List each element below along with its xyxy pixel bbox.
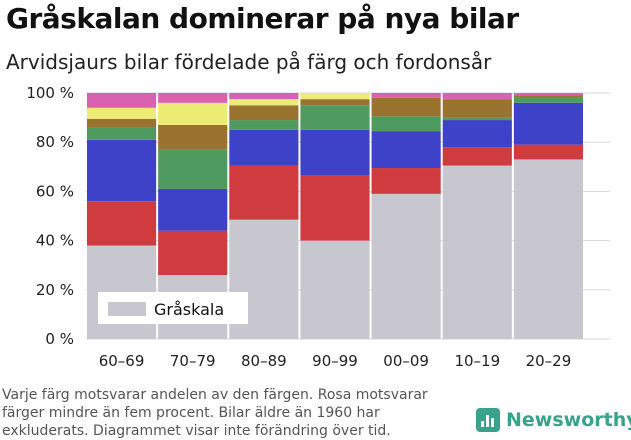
- y-tick-label: 0 %: [45, 330, 74, 348]
- legend-label: Gråskala: [154, 300, 224, 319]
- bar-segment: [513, 95, 583, 98]
- y-tick-label: 100 %: [26, 84, 74, 102]
- x-tick-label: 60–69: [99, 352, 145, 370]
- brand-logo: Newsworthy: [476, 408, 631, 432]
- y-tick-label: 20 %: [36, 281, 74, 299]
- y-tick-label: 60 %: [36, 182, 74, 200]
- bar-segment: [87, 127, 157, 140]
- bar-segment: [158, 188, 228, 231]
- y-tick-label: 80 %: [36, 133, 74, 151]
- bar-segment: [442, 93, 512, 100]
- bar-segment: [442, 165, 512, 339]
- bar-segment: [442, 120, 512, 148]
- y-tick-label: 40 %: [36, 232, 74, 250]
- bar-segment: [513, 144, 583, 160]
- bar-segment: [371, 131, 441, 169]
- bar-segment: [87, 107, 157, 119]
- bar-segment: [158, 93, 228, 103]
- y-axis-ticks: 0 % 20 % 40 % 60 % 80 % 100 %: [26, 84, 74, 348]
- x-tick-label: 10–19: [454, 352, 500, 370]
- footnote-line: färger mindre än fem procent. Bilar äldr…: [2, 405, 380, 421]
- bar-segment: [371, 116, 441, 132]
- bar-segment: [371, 168, 441, 194]
- footnote-line: Varje färg motsvarar andelen av den färg…: [2, 387, 428, 403]
- bar-segment: [87, 118, 157, 128]
- bar-segment: [158, 102, 228, 125]
- bar-segment: [442, 99, 512, 118]
- bar-segment: [300, 93, 370, 100]
- bar-segment: [229, 105, 299, 121]
- x-axis-ticks: 60–69 70–79 80–89 90–99 00–09 10–19 20–29: [99, 352, 572, 370]
- bar-segment: [371, 97, 441, 117]
- bar-segment: [513, 97, 583, 103]
- bar-segment: [371, 193, 441, 339]
- bar-segment: [513, 159, 583, 339]
- bar-segment: [513, 102, 583, 145]
- footnote-line: exkluderats. Diagrammet visar inte förän…: [2, 423, 391, 439]
- bar-segment: [229, 93, 299, 100]
- x-tick-label: 20–29: [526, 352, 572, 370]
- bar-segment: [300, 129, 370, 176]
- bar-segment: [87, 139, 157, 202]
- bar-chart-icon: [476, 408, 500, 432]
- bar-segment: [300, 240, 370, 339]
- bar-segment: [229, 120, 299, 130]
- legend: Gråskala: [98, 292, 248, 324]
- bar-segment: [87, 201, 157, 246]
- bar-segment: [158, 124, 228, 150]
- x-tick-label: 70–79: [170, 352, 216, 370]
- bar-segment: [229, 129, 299, 166]
- bar-segment: [229, 165, 299, 220]
- bar-segment: [442, 117, 512, 121]
- bar-segment: [229, 99, 299, 106]
- page-title: Gråskalan dominerar på nya bilar: [6, 2, 519, 35]
- bar-segment: [158, 230, 228, 276]
- bar-segment: [371, 93, 441, 98]
- bars: [87, 93, 583, 339]
- bar-segment: [300, 99, 370, 106]
- bar-segment: [87, 93, 157, 108]
- bar-segment: [300, 105, 370, 130]
- x-tick-label: 00–09: [383, 352, 429, 370]
- page-subtitle: Arvidsjaurs bilar fördelade på färg och …: [6, 50, 492, 74]
- bar-segment: [513, 93, 583, 96]
- footnote: Varje färg motsvarar andelen av den färg…: [2, 386, 472, 440]
- x-tick-label: 90–99: [312, 352, 358, 370]
- brand-name: Newsworthy: [506, 409, 631, 431]
- bar-segment: [158, 149, 228, 189]
- x-tick-label: 80–89: [241, 352, 287, 370]
- stacked-bar-chart: 0 % 20 % 40 % 60 % 80 % 100 % 60–69 70–79 80–89…: [26, 84, 610, 370]
- legend-swatch: [108, 302, 146, 316]
- bar-segment: [300, 175, 370, 241]
- bar-segment: [442, 147, 512, 166]
